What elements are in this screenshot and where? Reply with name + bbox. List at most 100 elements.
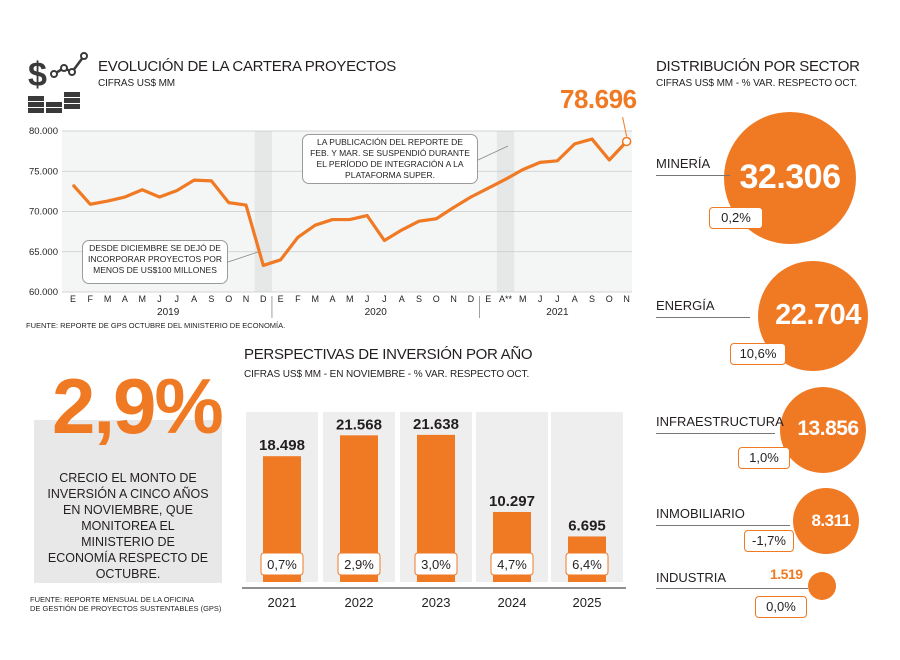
x-tick-label: A: [399, 294, 405, 304]
bar-var-pill: [337, 552, 381, 576]
x-tick-label: F: [295, 294, 301, 304]
x-tick-label: E: [70, 294, 76, 304]
sector-value-label: 32.306: [739, 157, 842, 196]
x-tick-label: M: [104, 294, 112, 304]
callout-leader: [227, 251, 259, 263]
data-point: [89, 203, 91, 205]
data-point: [453, 206, 455, 209]
sector-value-label: 22.704: [775, 298, 861, 331]
line-chart-source: FUENTE: REPORTE DE GPS OCTUBRE DEL MINIS…: [26, 321, 286, 330]
sector-var-pill: 10,6%: [730, 343, 786, 365]
callout-suspension: LA PUBLICACIÓN DEL REPORTE DE FEB. Y MAR…: [302, 134, 478, 184]
x-tick-label: M: [346, 294, 354, 304]
year-label: 2021: [546, 307, 569, 318]
data-point: [608, 159, 610, 161]
data-point: [418, 220, 420, 222]
line-chart-title: EVOLUCIÓN DE LA CARTERA PROYECTOS: [98, 58, 396, 75]
data-point: [487, 187, 489, 189]
bar-var-pill: [490, 552, 534, 576]
sector-underline: [656, 525, 790, 526]
data-point: [539, 161, 541, 163]
highlight-source-2: DE GESTIÓN DE PROYECTOS SUSTENTABLES (GP…: [30, 604, 222, 613]
data-point: [504, 178, 507, 180]
bar-var-label: 4,7%: [497, 557, 527, 572]
data-point: [124, 196, 126, 198]
bar-chart: 18.498 0,7% 2021 21.568 2,9% 2022 21.638 3,0% 20…: [242, 412, 626, 610]
sector-category-label: INDUSTRIA: [656, 570, 727, 585]
x-tick-label: O: [225, 294, 232, 304]
sector-value-label: 1.519: [770, 566, 803, 582]
x-tick-label: N: [243, 294, 250, 304]
data-point: [522, 169, 524, 171]
data-point: [176, 189, 178, 192]
data-point: [331, 218, 334, 221]
bar-value-label: 10.297: [489, 493, 535, 510]
data-point: [591, 138, 593, 140]
data-point: [574, 143, 576, 145]
x-tick-label: M: [138, 294, 146, 304]
sector-subtitle: CIFRAS US$ MM - % VAR. RESPECTO OCT.: [656, 78, 858, 89]
x-tick-label: A: [122, 294, 128, 304]
x-tick-label: J: [538, 294, 543, 304]
sector-bubble: [779, 386, 867, 474]
x-tick-label: J: [157, 294, 162, 304]
bar-category-label: 2022: [345, 595, 374, 610]
x-tick-label: D: [468, 294, 475, 304]
last-value-leader: [622, 116, 628, 137]
bar-var-label: 0,7%: [267, 557, 297, 572]
callout-leader: [477, 145, 509, 161]
data-point: [245, 204, 247, 206]
data-point: [401, 229, 403, 231]
data-point: [141, 189, 143, 191]
x-tick-label: O: [606, 294, 613, 304]
bar-var-pill: [260, 552, 304, 576]
bar-value-label: 21.638: [413, 416, 459, 433]
data-point: [556, 160, 559, 162]
svg-text:$: $: [28, 56, 47, 94]
sector-bubble: [792, 487, 860, 555]
y-tick-label: 65.000: [29, 247, 58, 258]
bar-var-pill: [414, 552, 458, 576]
data-point: [383, 239, 385, 242]
x-tick-label: S: [416, 294, 422, 304]
bar-var-label: 3,0%: [421, 557, 451, 572]
x-tick-label: O: [433, 294, 440, 304]
sector-value-label: 8.311: [811, 510, 851, 530]
bar-value-label: 21.568: [336, 416, 382, 433]
line-chart-subtitle: CIFRAS US$ MM: [98, 78, 176, 89]
data-point: [366, 214, 368, 217]
bar-category-label: 2023: [422, 595, 451, 610]
sector-var-pill: -1,7%: [744, 530, 794, 552]
data-point: [314, 224, 316, 226]
sector-var-pill: 1,0%: [738, 447, 790, 469]
sector-var-pill: 0,2%: [709, 207, 763, 229]
sector-underline: [656, 433, 775, 434]
bar-var-label: 6,4%: [572, 557, 602, 572]
x-tick-label: A: [191, 294, 197, 304]
x-tick-label: J: [175, 294, 180, 304]
data-point: [262, 264, 264, 267]
highlight-source-1: FUENTE: REPORTE MENSUAL DE LA OFICINA: [30, 595, 195, 604]
x-tick-label: J: [555, 294, 560, 304]
dollar-chart-coins-icon: $: [28, 52, 88, 113]
year-label: 2020: [365, 307, 388, 318]
x-tick-label: S: [208, 294, 214, 304]
last-point-marker: [621, 136, 632, 147]
x-tick-label: M: [519, 294, 527, 304]
data-point: [72, 184, 74, 186]
data-point: [210, 180, 212, 182]
x-tick-label: D: [260, 294, 267, 304]
sector-value-label: 13.856: [797, 417, 859, 441]
bar-category-label: 2024: [498, 595, 527, 610]
bar-var-label: 2,9%: [344, 557, 374, 572]
highlight-number: 2,9%: [52, 362, 224, 450]
x-tick-label: F: [88, 294, 94, 304]
data-point: [193, 179, 195, 181]
bar-category-label: 2025: [573, 595, 602, 610]
year-label: 2019: [157, 307, 180, 318]
y-tick-label: 80.000: [29, 126, 58, 137]
x-tick-label: E: [278, 294, 284, 304]
sector-category-label: INMOBILIARIO: [656, 506, 745, 521]
data-point: [297, 236, 299, 238]
x-tick-label: J: [382, 294, 387, 304]
